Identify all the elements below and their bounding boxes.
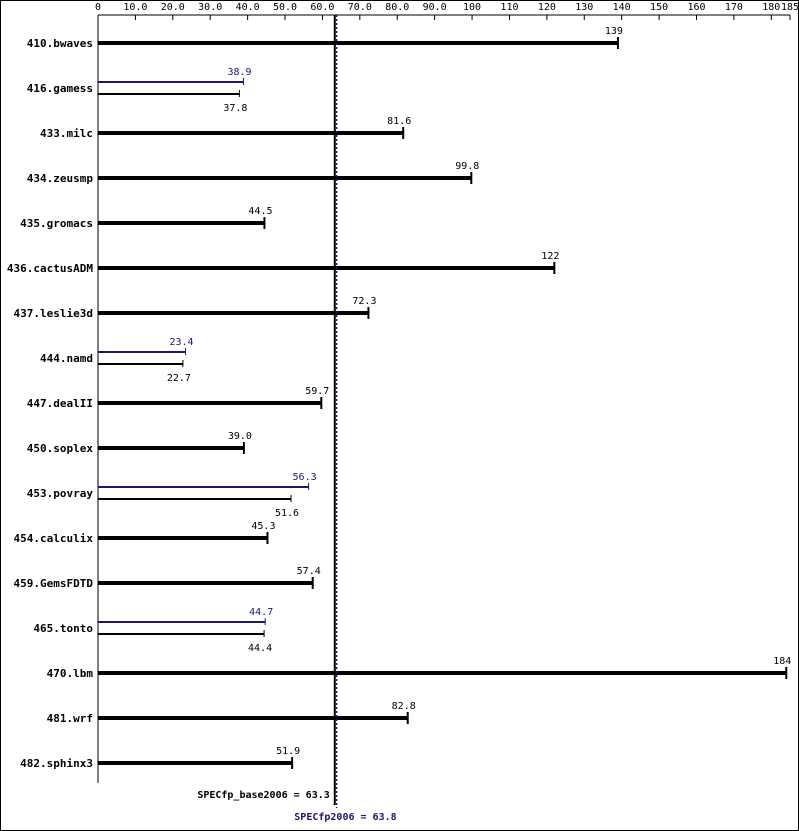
bar [98,581,313,585]
x-tick-label: 60.0 [310,2,334,13]
bar [98,81,244,83]
x-tick-label: 50.0 [273,2,297,13]
x-tick-label: 20.0 [161,2,185,13]
x-tick-label: 130 [575,2,593,13]
category-label: 437.leslie3d [14,307,93,320]
bar [98,716,408,720]
x-tick-label: 120 [538,2,556,13]
value-label: 38.9 [227,67,251,78]
bar [98,498,292,500]
bar [98,351,186,353]
category-label: 433.milc [40,127,93,140]
value-label: 184 [773,656,791,667]
value-label: 45.3 [251,521,275,532]
value-label: 72.3 [352,296,376,307]
value-label: 139 [605,26,623,37]
bar [98,131,404,135]
bar [98,311,369,315]
bar [98,401,322,405]
bar [98,93,240,95]
bar [98,266,555,270]
x-tick-label: 90.0 [423,2,447,13]
category-label: 459.GemsFDTD [14,577,94,590]
category-label: 450.soplex [27,442,94,455]
x-tick-label: 140 [613,2,631,13]
category-label: 447.dealII [27,397,93,410]
x-tick-label: 150 [650,2,668,13]
reference-label: SPECfp2006 = 63.8 [294,812,396,823]
value-label: 44.7 [249,607,273,618]
bar [98,486,309,488]
value-label: 22.7 [167,373,191,384]
category-label: 436.cactusADM [7,262,93,275]
x-tick-label: 170 [725,2,743,13]
bar [98,536,268,540]
value-label: 56.3 [293,472,317,483]
x-tick-label: 0 [95,2,101,13]
value-label: 57.4 [297,566,321,577]
bar [98,221,265,225]
category-label: 410.bwaves [27,37,93,50]
value-label: 39.0 [228,431,252,442]
bar [98,621,266,623]
bar [98,446,244,450]
x-tick-label: 80.0 [385,2,409,13]
value-label: 23.4 [169,337,193,348]
x-tick-label: 110 [500,2,518,13]
bar [98,633,265,635]
value-label: 44.5 [248,206,272,217]
bar [98,41,618,45]
value-label: 81.6 [387,116,411,127]
category-label: 482.sphinx3 [20,757,93,770]
value-label: 37.8 [223,103,247,114]
value-label: 99.8 [455,161,479,172]
value-label: 82.8 [392,701,416,712]
x-tick-label: 180 [762,2,780,13]
value-label: 51.9 [276,746,300,757]
category-label: 444.namd [40,352,93,365]
bar [98,363,183,365]
category-label: 470.lbm [47,667,94,680]
x-tick-label: 185 [781,2,799,13]
x-tick-label: 100 [463,2,481,13]
x-tick-label: 160 [687,2,705,13]
x-tick-label: 30.0 [198,2,222,13]
x-tick-label: 40.0 [236,2,260,13]
bar [98,761,293,765]
category-label: 435.gromacs [20,217,93,230]
value-label: 44.4 [248,643,272,654]
value-label: 59.7 [305,386,329,397]
category-label: 416.gamess [27,82,93,95]
category-label: 453.povray [27,487,94,500]
x-tick-label: 70.0 [348,2,372,13]
category-label: 465.tonto [33,622,93,635]
x-tick-label: 10.0 [123,2,147,13]
category-label: 434.zeusmp [27,172,94,185]
category-label: 481.wrf [47,712,93,725]
value-label: 122 [541,251,559,262]
value-label: 51.6 [275,508,299,519]
bar [98,671,787,675]
bar [98,176,472,180]
category-label: 454.calculix [14,532,94,545]
reference-label: SPECfp_base2006 = 63.3 [197,790,329,801]
